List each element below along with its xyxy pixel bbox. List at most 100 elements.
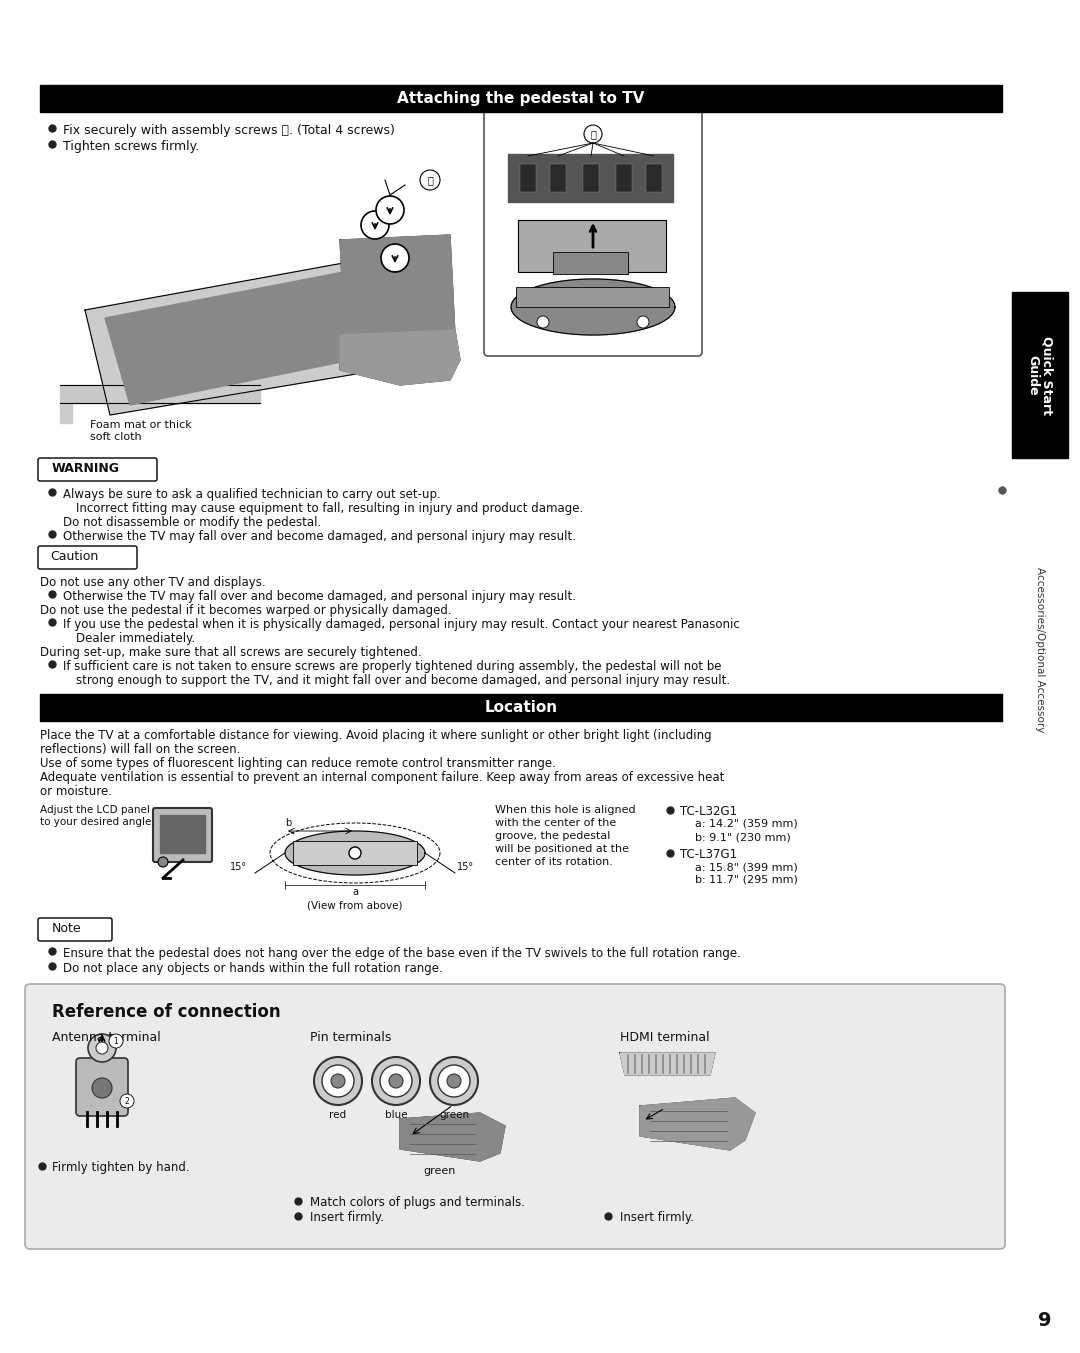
Text: Fix securely with assembly screws Ⓐ. (Total 4 screws): Fix securely with assembly screws Ⓐ. (To… (63, 124, 395, 137)
Circle shape (376, 196, 404, 225)
Text: 15°: 15° (230, 862, 247, 871)
Circle shape (330, 1074, 345, 1088)
Text: Note: Note (52, 923, 82, 935)
Polygon shape (85, 250, 440, 415)
Text: If sufficient care is not taken to ensure screws are properly tightened during a: If sufficient care is not taken to ensur… (63, 660, 721, 672)
Text: b: 11.7" (295 mm): b: 11.7" (295 mm) (696, 875, 798, 885)
Bar (1012, 292, 1068, 459)
Circle shape (372, 1057, 420, 1105)
Text: Use of some types of fluorescent lighting can reduce remote control transmitter : Use of some types of fluorescent lightin… (40, 756, 556, 770)
Text: b: b (285, 819, 292, 828)
Polygon shape (640, 1099, 755, 1150)
Bar (550, 164, 566, 192)
Text: When this hole is aligned: When this hole is aligned (495, 805, 636, 815)
Circle shape (430, 1057, 478, 1105)
Text: 2: 2 (124, 1096, 130, 1105)
Circle shape (322, 1065, 354, 1097)
Circle shape (349, 847, 361, 859)
Circle shape (120, 1095, 134, 1108)
Text: will be positioned at the: will be positioned at the (495, 844, 629, 854)
Circle shape (420, 170, 440, 189)
Polygon shape (340, 330, 460, 386)
Text: Insert firmly.: Insert firmly. (620, 1211, 694, 1224)
Text: Do not disassemble or modify the pedestal.: Do not disassemble or modify the pedesta… (63, 515, 321, 529)
Circle shape (314, 1057, 362, 1105)
Text: red: red (329, 1109, 347, 1120)
Circle shape (389, 1074, 403, 1088)
Text: Adequate ventilation is essential to prevent an internal component failure. Keep: Adequate ventilation is essential to pre… (40, 771, 725, 783)
Text: Otherwise the TV may fall over and become damaged, and personal injury may resul: Otherwise the TV may fall over and becom… (63, 530, 576, 543)
Text: TC-L32G1: TC-L32G1 (680, 805, 738, 819)
Text: Reference of connection: Reference of connection (52, 1003, 281, 1022)
Circle shape (92, 1078, 112, 1099)
Text: Ensure that the pedestal does not hang over the edge of the base even if the TV : Ensure that the pedestal does not hang o… (63, 947, 741, 961)
Text: Tighten screws firmly.: Tighten screws firmly. (63, 139, 199, 153)
Text: Accessories/Optional Accessory: Accessories/Optional Accessory (1035, 567, 1045, 733)
Text: reflections) will fall on the screen.: reflections) will fall on the screen. (40, 743, 241, 756)
Text: strong enough to support the TV, and it might fall over and become damaged, and : strong enough to support the TV, and it … (76, 674, 730, 687)
Text: 1: 1 (113, 1036, 119, 1046)
Polygon shape (511, 279, 675, 336)
Circle shape (381, 244, 409, 272)
Circle shape (584, 124, 602, 143)
FancyBboxPatch shape (25, 984, 1005, 1249)
Text: Match colors of plugs and terminals.: Match colors of plugs and terminals. (310, 1196, 525, 1210)
Text: Always be sure to ask a qualified technician to carry out set-up.: Always be sure to ask a qualified techni… (63, 488, 441, 501)
Text: green: green (438, 1109, 469, 1120)
Text: Firmly tighten by hand.: Firmly tighten by hand. (52, 1161, 190, 1174)
Bar (518, 221, 666, 272)
Text: Do not use any other TV and displays.: Do not use any other TV and displays. (40, 576, 266, 589)
Text: or moisture.: or moisture. (40, 785, 112, 798)
Circle shape (96, 1042, 108, 1054)
Text: center of its rotation.: center of its rotation. (495, 856, 612, 867)
Text: groove, the pedestal: groove, the pedestal (495, 831, 610, 842)
Text: Ⓐ: Ⓐ (427, 175, 433, 185)
Circle shape (158, 856, 168, 867)
Text: TC-L37G1: TC-L37G1 (680, 848, 738, 861)
FancyBboxPatch shape (38, 917, 112, 940)
Polygon shape (340, 235, 455, 340)
Circle shape (537, 317, 549, 327)
Bar (60, 403, 72, 423)
Polygon shape (400, 1114, 505, 1161)
Polygon shape (620, 1053, 715, 1076)
FancyBboxPatch shape (76, 1058, 129, 1116)
Bar (519, 164, 536, 192)
Bar (616, 164, 632, 192)
Text: WARNING: WARNING (52, 463, 120, 475)
Text: Caution: Caution (50, 551, 98, 563)
Bar (583, 164, 599, 192)
Bar (60, 386, 260, 403)
Text: 9: 9 (1038, 1311, 1052, 1330)
Text: b: 9.1" (230 mm): b: 9.1" (230 mm) (696, 832, 791, 842)
Circle shape (447, 1074, 461, 1088)
Polygon shape (105, 265, 400, 405)
Text: Insert firmly.: Insert firmly. (310, 1211, 384, 1224)
Text: Do not use the pedestal if it becomes warped or physically damaged.: Do not use the pedestal if it becomes wa… (40, 603, 451, 617)
Text: with the center of the: with the center of the (495, 819, 617, 828)
Bar (40, 694, 1002, 721)
FancyBboxPatch shape (484, 108, 702, 356)
Text: a: 15.8" (399 mm): a: 15.8" (399 mm) (696, 862, 798, 871)
Text: Attaching the pedestal to TV: Attaching the pedestal to TV (397, 91, 645, 106)
Text: Ⓐ: Ⓐ (590, 129, 596, 139)
Circle shape (637, 317, 649, 327)
Text: Incorrect fitting may cause equipment to fall, resulting in injury and product d: Incorrect fitting may cause equipment to… (76, 502, 583, 515)
Text: If you use the pedestal when it is physically damaged, personal injury may resul: If you use the pedestal when it is physi… (63, 618, 740, 630)
Bar (646, 164, 662, 192)
Text: During set-up, make sure that all screws are securely tightened.: During set-up, make sure that all screws… (40, 645, 421, 659)
Bar (160, 815, 205, 852)
Circle shape (380, 1065, 411, 1097)
Text: Adjust the LCD panel
to your desired angle.: Adjust the LCD panel to your desired ang… (40, 805, 154, 827)
Circle shape (361, 211, 389, 239)
Bar (553, 252, 627, 275)
Text: Pin terminals: Pin terminals (310, 1031, 391, 1045)
Polygon shape (285, 831, 426, 875)
Text: Do not place any objects or hands within the full rotation range.: Do not place any objects or hands within… (63, 962, 443, 976)
Text: (View from above): (View from above) (307, 901, 403, 911)
Bar (293, 842, 417, 865)
Bar (40, 85, 1002, 112)
Text: 15°: 15° (457, 862, 474, 871)
Text: blue: blue (384, 1109, 407, 1120)
Text: Quick Start
Guide: Quick Start Guide (1026, 336, 1054, 414)
